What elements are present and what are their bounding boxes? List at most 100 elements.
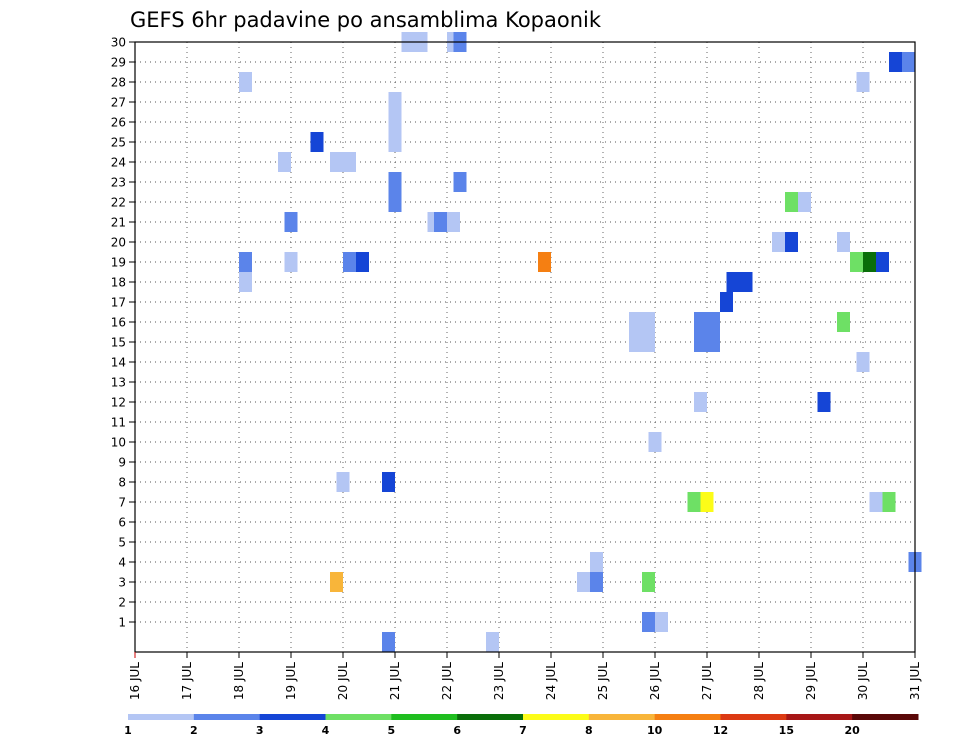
data-cell — [330, 572, 343, 592]
y-tick-label: 27 — [111, 96, 126, 110]
x-tick-label: 22 JUL — [440, 662, 454, 700]
data-cell — [785, 192, 798, 212]
data-cell — [590, 572, 603, 592]
data-cell — [882, 492, 896, 512]
colorbar-segment — [193, 714, 261, 720]
colorbar-segment — [588, 714, 656, 720]
data-cell — [629, 332, 642, 352]
colorbar-segment — [720, 714, 787, 720]
x-tick-label: 20 JUL — [336, 662, 350, 700]
data-cell — [876, 252, 889, 272]
data-cell — [330, 152, 343, 172]
x-tick-label: 19 JUL — [284, 662, 298, 700]
data-cell — [388, 172, 402, 192]
data-cell — [863, 252, 876, 272]
plot-frame — [134, 41, 916, 653]
colorbar-segment — [786, 714, 853, 720]
colorbar-segment — [325, 714, 392, 720]
data-cell — [902, 52, 915, 72]
colorbar-label: 20 — [845, 724, 861, 737]
y-tick-label: 12 — [111, 396, 126, 410]
data-cell — [694, 332, 707, 352]
data-cell — [720, 292, 733, 312]
colorbar: 1 2 3 4 5 6 7 8 10 12 15 20 — [124, 714, 919, 737]
y-tick-label: 17 — [111, 296, 126, 310]
y-tick-label: 5 — [118, 536, 126, 550]
data-cell — [850, 252, 863, 272]
colorbar-label: 8 — [585, 724, 593, 737]
y-tick-label: 19 — [111, 256, 126, 270]
data-cell — [642, 332, 655, 352]
data-cell — [694, 312, 707, 332]
data-cell — [382, 472, 395, 492]
data-cell — [707, 332, 720, 352]
y-tick-label: 28 — [111, 76, 126, 90]
data-cell — [343, 152, 356, 172]
y-tick-label: 29 — [111, 56, 126, 70]
colorbar-label: 1 — [124, 724, 132, 737]
data-cell — [336, 472, 350, 492]
y-tick-label: 4 — [118, 556, 126, 570]
colorbar-label: 4 — [322, 724, 330, 737]
y-tick-label: 6 — [118, 516, 126, 530]
y-tick-label: 8 — [118, 476, 126, 490]
x-tick-label: 30 JUL — [856, 662, 870, 700]
data-cell — [453, 172, 467, 192]
x-tick-label: 29 JUL — [804, 662, 818, 700]
data-cell — [642, 612, 655, 632]
colorbar-label: 6 — [453, 724, 461, 737]
x-tick-label: 25 JUL — [596, 662, 610, 700]
data-cell — [739, 272, 753, 292]
colorbar-label: 10 — [647, 724, 663, 737]
data-cell — [590, 552, 603, 572]
y-tick-label: 16 — [111, 316, 126, 330]
colorbar-segment — [852, 714, 919, 720]
y-tick-label: 25 — [111, 136, 126, 150]
data-cell — [700, 492, 714, 512]
data-cell — [772, 232, 785, 252]
y-tick-label: 9 — [118, 456, 126, 470]
y-tick-label: 30 — [111, 36, 126, 50]
x-tick-label: 24 JUL — [544, 662, 558, 700]
x-tick-label: 16 JUL — [128, 662, 142, 700]
data-cell — [869, 492, 883, 512]
data-cell — [239, 252, 252, 272]
colorbar-segment — [391, 714, 458, 720]
y-tick-label: 11 — [111, 416, 126, 430]
x-tick-label: 18 JUL — [232, 662, 246, 700]
y-tick-label: 18 — [111, 276, 126, 290]
y-tick-label: 3 — [118, 576, 126, 590]
y-tick-label: 2 — [118, 596, 126, 610]
colorbar-segment — [654, 714, 721, 720]
data-cell — [785, 232, 798, 252]
y-tick-label: 20 — [111, 236, 126, 250]
data-cell — [538, 252, 551, 272]
data-cell — [388, 92, 402, 112]
y-tick-label: 26 — [111, 116, 126, 130]
data-cell — [837, 312, 850, 332]
x-tick-label: 17 JUL — [180, 662, 194, 700]
colorbar-segment — [259, 714, 326, 720]
data-cell — [356, 252, 369, 272]
data-cell — [889, 52, 902, 72]
x-axis: 16 JUL 17 JUL 18 JUL 19 JUL 20 JUL 21 JUL 22 J… — [128, 652, 922, 700]
data-cell — [856, 72, 870, 92]
colorbar-label: 5 — [388, 724, 396, 737]
x-tick-label: 28 JUL — [752, 662, 766, 700]
data-cell — [447, 212, 460, 232]
y-tick-label: 14 — [111, 356, 126, 370]
y-tick-label: 24 — [111, 156, 126, 170]
data-cell — [642, 572, 655, 592]
colorbar-segment — [128, 714, 195, 720]
data-cell — [707, 312, 720, 332]
data-cell — [817, 392, 831, 412]
data-cell — [310, 132, 324, 152]
colorbar-label: 12 — [713, 724, 728, 737]
data-cell — [388, 192, 402, 212]
y-tick-label: 13 — [111, 376, 126, 390]
x-tick-label: 23 JUL — [492, 662, 506, 700]
y-tick-label: 23 — [111, 176, 126, 190]
data-cell — [434, 212, 447, 232]
data-cell — [388, 112, 402, 132]
